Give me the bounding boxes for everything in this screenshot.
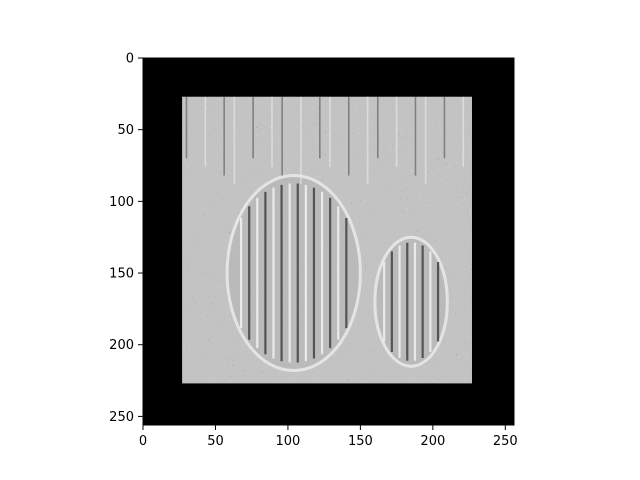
cactus-shapes: [185, 96, 465, 373]
axes-spine: [142, 57, 515, 426]
x-tick-label: 100: [276, 434, 301, 449]
x-tick-label: 0: [139, 434, 147, 449]
y-tick-label: 100: [109, 195, 134, 210]
y-tick-label: 150: [109, 267, 134, 282]
y-tick-label: 200: [109, 338, 134, 353]
large-cactus: [225, 174, 362, 373]
small-cactus: [373, 235, 449, 368]
x-tick-label: 250: [493, 434, 518, 449]
x-tick-label: 200: [420, 434, 445, 449]
y-tick-label: 250: [109, 410, 134, 425]
y-tick-label: 0: [126, 52, 134, 67]
image-content: [182, 96, 472, 384]
y-tick-label: 50: [117, 123, 134, 138]
y-axis-ticks: 0 50 100 150 200 250: [109, 52, 143, 425]
large-cactus-body: [225, 174, 362, 373]
axes-frame: [142, 57, 515, 426]
x-tick-label: 150: [348, 434, 373, 449]
heatmap-image: [143, 58, 514, 425]
small-cactus-body: [373, 235, 449, 368]
x-axis-ticks: 0 50 100 150 200 250: [139, 425, 518, 449]
x-tick-label: 50: [207, 434, 224, 449]
